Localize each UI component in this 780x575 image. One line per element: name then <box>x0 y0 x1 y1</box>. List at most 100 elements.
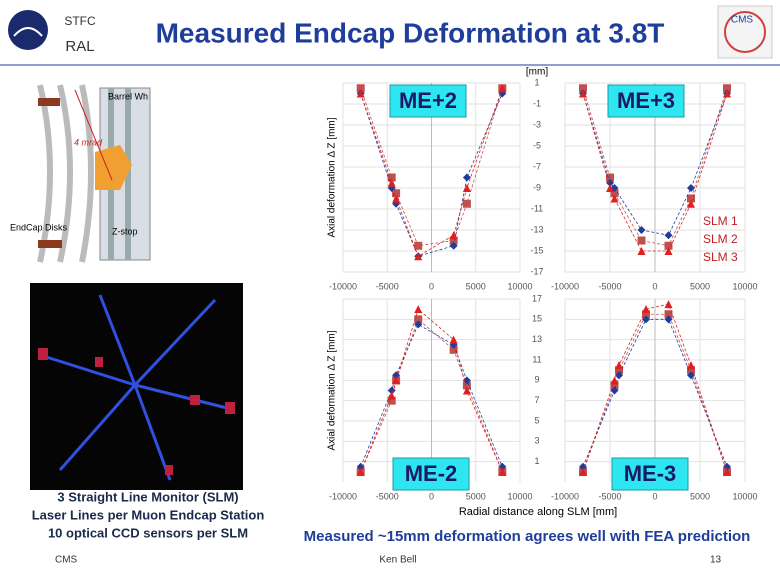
x-tick-label: -10000 <box>329 281 357 291</box>
point <box>356 467 365 476</box>
x-tick-label: -10000 <box>329 491 357 501</box>
point <box>579 89 587 98</box>
y-tick-label: -9 <box>533 182 541 192</box>
y-tick-label: 5 <box>534 415 539 425</box>
point <box>414 315 423 324</box>
unit-label: [mm] <box>526 67 548 78</box>
y-axis-label: Axial deformation Δ Z [mm] <box>327 117 338 237</box>
x-tick-label: 10000 <box>732 491 757 501</box>
x-tick-label: 0 <box>652 491 657 501</box>
chart-title-box <box>392 457 470 491</box>
conclusion: Measured ~15mm deformation agrees well w… <box>304 528 751 545</box>
point <box>414 305 423 314</box>
x-tick-label: -5000 <box>376 491 399 501</box>
stfc-logo <box>8 10 48 50</box>
caption-line: Laser Lines per Muon Endcap Station <box>32 507 265 522</box>
point <box>610 376 619 385</box>
point <box>392 194 401 203</box>
y-tick-label: 13 <box>532 334 542 344</box>
point <box>642 315 650 324</box>
point <box>664 247 673 255</box>
diagram-label: Z-stop <box>112 226 138 236</box>
point <box>664 315 673 324</box>
point <box>387 386 396 395</box>
point <box>687 371 695 380</box>
chart-title-box <box>607 84 685 118</box>
point <box>637 236 646 245</box>
point <box>687 184 695 192</box>
point <box>449 345 458 354</box>
point <box>610 194 619 203</box>
point <box>462 173 471 182</box>
x-tick-label: 5000 <box>690 281 710 291</box>
detector-diagram: Barrel Wh 4 mrad EndCap Disks Z-stop <box>10 84 151 263</box>
point <box>387 396 396 405</box>
point <box>664 300 673 309</box>
x-tick-label: -10000 <box>551 491 579 501</box>
logo-top: STFC <box>64 14 96 28</box>
x-tick-label: 0 <box>429 281 434 291</box>
point <box>664 310 673 319</box>
point <box>610 189 619 198</box>
footer-left: CMS <box>55 555 78 566</box>
point <box>637 226 646 234</box>
point <box>687 361 695 370</box>
cms-logo-text: CMS <box>731 15 754 26</box>
x-axis-label: Radial distance along SLM [mm] <box>459 506 617 518</box>
point <box>664 231 673 240</box>
chart-title-box <box>389 84 467 118</box>
point <box>387 391 396 400</box>
x-tick-label: 10000 <box>507 491 532 501</box>
point <box>723 462 731 471</box>
point <box>462 381 471 390</box>
point <box>498 462 507 471</box>
point <box>723 467 731 476</box>
point <box>387 178 396 187</box>
chart-title: ME-2 <box>405 461 458 486</box>
diagram-label: EndCap Disks <box>10 222 68 232</box>
point <box>392 189 401 198</box>
y-tick-label: 7 <box>534 395 539 405</box>
logo-bottom: RAL <box>65 38 94 55</box>
point <box>664 241 673 250</box>
legend-entry: SLM 2 <box>703 232 738 246</box>
point <box>356 84 365 93</box>
y-tick-label: -15 <box>530 245 543 255</box>
point <box>615 371 623 380</box>
point <box>637 247 646 255</box>
point <box>414 320 423 329</box>
y-tick-label: -5 <box>533 140 541 150</box>
point <box>462 184 471 192</box>
point <box>498 84 507 93</box>
legend-entry: SLM 1 <box>703 214 738 228</box>
y-tick-label: -3 <box>533 119 541 129</box>
point <box>414 252 423 261</box>
point <box>687 366 695 375</box>
cms-logo-ring <box>724 11 766 53</box>
x-tick-label: 0 <box>429 491 434 501</box>
y-tick-label: 9 <box>534 375 539 385</box>
point <box>642 305 650 314</box>
y-tick-label: 17 <box>532 293 542 303</box>
point <box>392 376 401 385</box>
point <box>723 84 731 93</box>
point <box>498 467 507 476</box>
chart-title: ME+3 <box>617 88 675 113</box>
legend-entry: SLM 3 <box>703 250 738 264</box>
point <box>462 199 471 208</box>
point <box>462 386 471 395</box>
point <box>579 84 587 93</box>
point <box>462 376 471 385</box>
diagram-label: 4 mrad <box>74 137 103 147</box>
point <box>356 462 365 471</box>
point <box>387 173 396 182</box>
footer-center: Ken Bell <box>379 555 416 566</box>
y-tick-label: -11 <box>531 203 543 213</box>
point <box>449 236 458 245</box>
point <box>606 184 614 192</box>
caption-line: 10 optical CCD sensors per SLM <box>48 525 248 540</box>
footer-right: 13 <box>710 555 722 566</box>
x-tick-label: -10000 <box>551 281 579 291</box>
point <box>615 366 623 375</box>
point <box>610 381 619 390</box>
